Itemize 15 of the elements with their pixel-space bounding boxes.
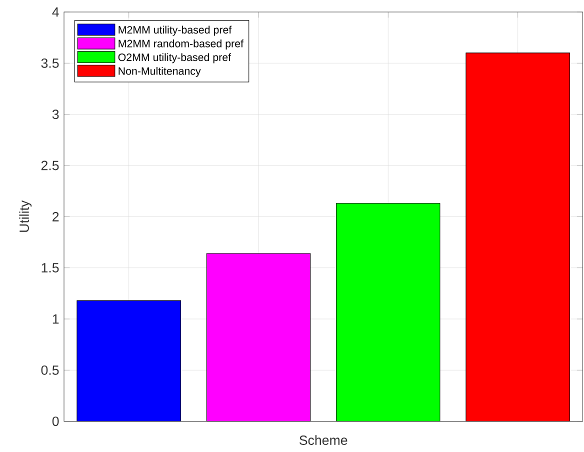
y-tick-label: 2 <box>52 212 59 222</box>
legend-label: O2MM utility-based pref <box>118 53 232 64</box>
legend-label: Non-Multitenancy <box>118 66 201 77</box>
y-tick-label: 3.5 <box>41 58 59 68</box>
y-tick-label: 2.5 <box>41 160 59 170</box>
y-tick-label: 0 <box>52 416 59 426</box>
x-axis-title: Scheme <box>299 435 348 445</box>
legend-label: M2MM utility-based pref <box>118 26 232 36</box>
y-tick-label: 0.5 <box>41 365 59 375</box>
y-axis-title: Utility <box>19 200 32 232</box>
y-tick-label: 1 <box>52 314 59 324</box>
y-tick-label: 3 <box>52 110 59 120</box>
legend-label: M2MM random-based pref <box>118 40 244 50</box>
y-tick-label: 1.5 <box>42 263 59 272</box>
y-tick-label: 4 <box>52 7 59 17</box>
